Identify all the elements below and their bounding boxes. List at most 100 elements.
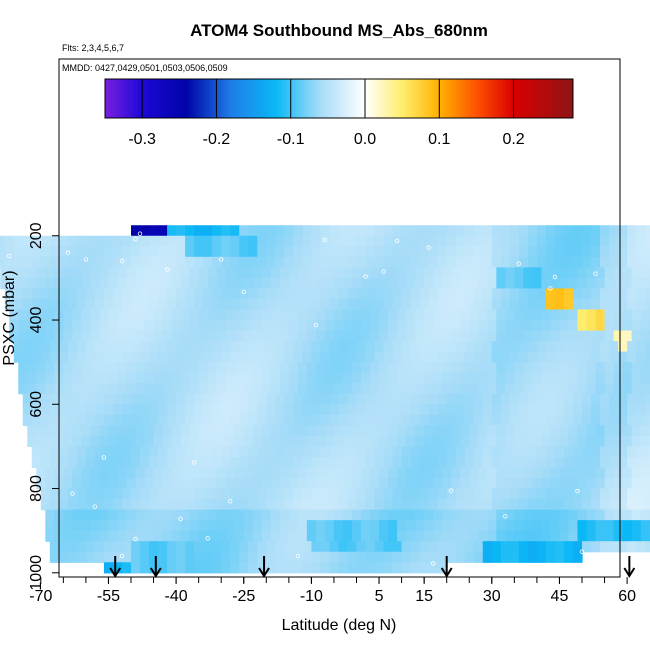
- heatmap-cell: [342, 520, 353, 532]
- heatmap-cell: [482, 225, 493, 237]
- heatmap-cell: [243, 425, 254, 437]
- colorbar-tick-label: -0.3: [128, 131, 156, 148]
- heatmap-cell: [406, 425, 416, 437]
- colorbar-swatch: [417, 79, 422, 118]
- heatmap-cell: [126, 309, 137, 321]
- heatmap-cell: [149, 446, 159, 458]
- heatmap-cell: [365, 414, 376, 426]
- colorbar-swatch: [224, 79, 229, 118]
- heatmap-cell: [117, 320, 128, 332]
- heatmap-cell: [126, 478, 137, 490]
- heatmap-cell: [266, 393, 276, 405]
- x-tick-label: -70: [29, 588, 52, 605]
- heatmap-cell: [167, 562, 177, 574]
- dates-note: MMDD: 0427,0429,0501,0503,0506,0509: [62, 63, 228, 73]
- heatmap-cell: [442, 330, 452, 342]
- profile-arrow: [440, 556, 453, 578]
- heatmap-cell: [532, 467, 543, 479]
- heatmap-cell: [27, 435, 37, 448]
- heatmap-cell: [239, 225, 249, 237]
- heatmap-cell: [185, 414, 195, 426]
- colorbar-swatch: [207, 79, 211, 118]
- heatmap-cell: [442, 309, 452, 321]
- heatmap-cell: [424, 383, 434, 395]
- heatmap-cell: [388, 372, 398, 384]
- heatmap-cell: [478, 267, 488, 279]
- heatmap-cell: [81, 425, 92, 437]
- heatmap-cell: [158, 562, 168, 574]
- heatmap-cell: [451, 330, 461, 342]
- heatmap-cell: [645, 404, 650, 416]
- colorbar-swatch: [175, 79, 179, 118]
- colorbar-tick-label: -0.2: [203, 131, 231, 148]
- heatmap-cell: [203, 562, 213, 574]
- heatmap-cell: [22, 298, 33, 311]
- heatmap-cell: [401, 446, 412, 458]
- heatmap-cell: [577, 267, 588, 279]
- heatmap-cell: [261, 372, 272, 384]
- heatmap-cell: [361, 530, 371, 542]
- heatmap-cell: [270, 372, 281, 384]
- heatmap-cell: [108, 530, 119, 542]
- heatmap-cell: [645, 288, 650, 300]
- heatmap-cell: [388, 267, 398, 279]
- heatmap-cell: [600, 288, 610, 300]
- heatmap-cell: [288, 467, 299, 479]
- heatmap-cell: [221, 393, 231, 405]
- heatmap-cell: [194, 256, 204, 268]
- heatmap-cell: [541, 435, 552, 448]
- heatmap-cell: [645, 499, 650, 511]
- heatmap-cell: [45, 372, 55, 384]
- heatmap-cell: [203, 256, 213, 268]
- heatmap-cell: [361, 478, 371, 490]
- heatmap-cell: [532, 267, 543, 279]
- heatmap-cell: [351, 362, 362, 374]
- heatmap-cell: [545, 341, 556, 353]
- heatmap-cell: [230, 246, 240, 258]
- heatmap-cell: [76, 404, 87, 416]
- heatmap-cell: [618, 225, 628, 237]
- heatmap-cell: [361, 372, 371, 384]
- heatmap-cell: [189, 267, 200, 279]
- colorbar-swatch: [549, 79, 554, 118]
- heatmap-cell: [0, 235, 6, 247]
- heatmap-cell: [356, 562, 367, 574]
- heatmap-cell: [230, 225, 240, 237]
- heatmap-cell: [442, 267, 452, 279]
- heatmap-cell: [72, 320, 82, 332]
- heatmap-cell: [207, 320, 218, 332]
- heatmap-cell: [324, 520, 335, 532]
- colorbar-swatch: [189, 79, 194, 118]
- heatmap-cell: [72, 267, 82, 279]
- heatmap-cell: [627, 499, 637, 511]
- heatmap-cell: [572, 551, 583, 563]
- heatmap-cell: [85, 341, 96, 353]
- heatmap-cell: [460, 330, 470, 342]
- heatmap-cell: [415, 277, 425, 290]
- colorbar-swatch: [160, 79, 164, 118]
- heatmap-cell: [320, 341, 331, 353]
- heatmap-cell: [108, 467, 119, 479]
- heatmap-cell: [67, 551, 78, 563]
- heatmap-cell: [324, 330, 335, 342]
- heatmap-cell: [239, 456, 249, 469]
- heatmap-cell: [563, 393, 574, 405]
- heatmap-cell: [379, 520, 389, 532]
- heatmap-cell: [338, 288, 349, 300]
- heatmap-cell: [487, 320, 497, 332]
- heatmap-cell: [374, 288, 385, 300]
- heatmap-cell: [514, 320, 524, 332]
- heatmap-cell: [45, 267, 55, 279]
- heatmap-cell: [618, 341, 628, 353]
- heatmap-cell: [58, 341, 69, 353]
- heatmap-cell: [527, 414, 538, 426]
- heatmap-cell: [437, 393, 448, 405]
- heatmap-cell: [442, 320, 452, 332]
- heatmap-cell: [496, 425, 506, 437]
- heatmap-cell: [329, 393, 340, 405]
- heatmap-cell: [433, 530, 443, 542]
- colorbar-swatch: [476, 79, 480, 118]
- x-tick-label: -40: [165, 588, 188, 605]
- heatmap-cell: [302, 541, 312, 553]
- heatmap-cell: [437, 456, 448, 469]
